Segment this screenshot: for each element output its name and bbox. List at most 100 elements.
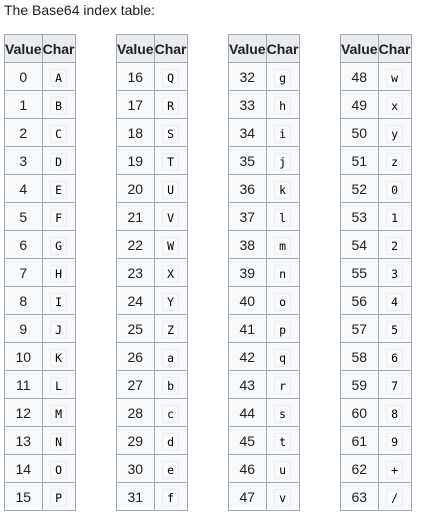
value-cell: 32 (228, 62, 267, 91)
char-cell: i (265, 118, 300, 147)
char-code: h (274, 96, 292, 115)
char-cell: K (41, 342, 76, 371)
char-cell: G (41, 230, 76, 259)
value-cell: 17 (116, 90, 155, 119)
char-cell: q (265, 342, 300, 371)
char-code: U (162, 180, 180, 199)
char-code: c (162, 404, 180, 423)
value-cell: 49 (340, 90, 379, 119)
value-column-header: Value (4, 34, 43, 63)
char-code: p (274, 320, 292, 339)
char-code: o (274, 292, 292, 311)
char-code: O (50, 460, 68, 479)
table-row: 56 4 (340, 286, 412, 315)
value-cell: 43 (228, 370, 267, 399)
base64-table-3: Value Char 32 g 33 h 34 i 35 j 36 k 37 l 38 m 39 n 40 o 41 p 4… (228, 34, 300, 511)
char-column-header: Char (377, 34, 412, 63)
char-code: Q (162, 68, 180, 87)
char-cell: S (153, 118, 188, 147)
table-row: 25 Z (116, 314, 188, 343)
table-row: 45 t (228, 426, 300, 455)
table-caption: The Base64 index table: (4, 2, 155, 18)
value-cell: 25 (116, 314, 155, 343)
char-cell: p (265, 314, 300, 343)
value-cell: 58 (340, 342, 379, 371)
char-cell: l (265, 202, 300, 231)
char-code: 5 (386, 320, 404, 339)
value-cell: 12 (4, 398, 43, 427)
char-cell: h (265, 90, 300, 119)
table-row: 47 v (228, 482, 300, 511)
char-code: d (162, 432, 180, 451)
char-cell: 8 (377, 398, 412, 427)
table-row: 15 P (4, 482, 76, 511)
value-cell: 8 (4, 286, 43, 315)
value-cell: 23 (116, 258, 155, 287)
char-cell: 7 (377, 370, 412, 399)
table-row: 13 N (4, 426, 76, 455)
char-code: R (162, 96, 180, 115)
value-cell: 36 (228, 174, 267, 203)
base64-table-1: Value Char 0 A 1 B 2 C 3 D 4 E 5 F 6 G 7 H 8 I 9 J 10 K 11 L 12 M 13… (4, 34, 76, 511)
char-code: v (274, 488, 292, 507)
char-code: T (162, 152, 180, 171)
char-cell: a (153, 342, 188, 371)
value-cell: 2 (4, 118, 43, 147)
value-cell: 9 (4, 314, 43, 343)
value-cell: 44 (228, 398, 267, 427)
value-cell: 28 (116, 398, 155, 427)
table-row: 22 W (116, 230, 188, 259)
char-cell: x (377, 90, 412, 119)
value-cell: 33 (228, 90, 267, 119)
char-cell: f (153, 482, 188, 511)
header-row: Value Char (4, 34, 76, 63)
char-cell: R (153, 90, 188, 119)
table-row: 51 z (340, 146, 412, 175)
char-code: f (162, 488, 180, 507)
table-row: 12 M (4, 398, 76, 427)
table-row: 20 U (116, 174, 188, 203)
header-row: Value Char (228, 34, 300, 63)
value-cell: 57 (340, 314, 379, 343)
char-code: Y (162, 292, 180, 311)
char-cell: Q (153, 62, 188, 91)
table-row: 11 L (4, 370, 76, 399)
table-row: 18 S (116, 118, 188, 147)
char-code: K (50, 348, 68, 367)
char-column-header: Char (153, 34, 188, 63)
char-cell: s (265, 398, 300, 427)
table-row: 62 + (340, 454, 412, 483)
char-cell: r (265, 370, 300, 399)
char-cell: O (41, 454, 76, 483)
value-cell: 51 (340, 146, 379, 175)
table-row: 27 b (116, 370, 188, 399)
char-cell: o (265, 286, 300, 315)
char-code: a (162, 348, 180, 367)
char-cell: 2 (377, 230, 412, 259)
char-code: G (50, 236, 68, 255)
table-row: 28 c (116, 398, 188, 427)
char-cell: H (41, 258, 76, 287)
value-column-header: Value (340, 34, 379, 63)
value-cell: 0 (4, 62, 43, 91)
char-code: j (274, 152, 292, 171)
base64-table-4: Value Char 48 w 49 x 50 y 51 z 52 0 53 1 54 2 55 3 56 4 57 5 5… (340, 34, 412, 511)
char-cell: c (153, 398, 188, 427)
table-row: 49 x (340, 90, 412, 119)
char-code: m (274, 236, 292, 255)
char-cell: Y (153, 286, 188, 315)
value-cell: 5 (4, 202, 43, 231)
value-cell: 52 (340, 174, 379, 203)
header-row: Value Char (116, 34, 188, 63)
char-cell: D (41, 146, 76, 175)
char-code: 1 (386, 208, 404, 227)
char-cell: g (265, 62, 300, 91)
table-row: 30 e (116, 454, 188, 483)
table-row: 54 2 (340, 230, 412, 259)
value-cell: 26 (116, 342, 155, 371)
table-row: 17 R (116, 90, 188, 119)
char-code: y (386, 124, 404, 143)
char-cell: L (41, 370, 76, 399)
char-code: I (50, 292, 68, 311)
